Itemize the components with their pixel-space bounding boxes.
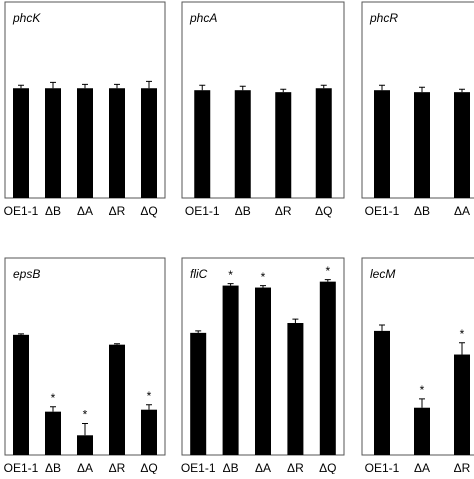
x-tick-label: OE1-1: [4, 461, 39, 474]
x-tick-label: OE1-1: [181, 461, 216, 474]
error-bar: [459, 342, 465, 355]
error-bar: [459, 88, 465, 93]
x-tick-label: ΔB: [414, 204, 430, 218]
x-tick-label: OE1-1: [185, 204, 220, 218]
x-tick-label: ΔA: [77, 461, 93, 474]
x-tick-label: OE1-1: [4, 204, 39, 218]
bar: [190, 332, 207, 455]
bar: [374, 90, 390, 198]
significance-mark: *: [420, 383, 425, 397]
error-bar: [114, 343, 120, 345]
x-tick-label: ΔQ: [140, 204, 157, 218]
panel-title: fliC: [190, 267, 208, 281]
x-tick-label: ΔA: [77, 204, 93, 218]
x-tick-label: ΔR: [275, 204, 292, 218]
bar: [275, 92, 292, 198]
error-bar: [199, 84, 206, 91]
bar: [13, 88, 29, 198]
x-tick-label: ΔA: [255, 461, 271, 474]
bar: [141, 88, 157, 198]
x-tick-label: ΔA: [454, 204, 470, 218]
bar: [141, 409, 157, 455]
error-bar: [50, 406, 56, 412]
bar: [454, 354, 470, 455]
panel-title: phcK: [12, 11, 41, 25]
significance-mark: *: [325, 264, 330, 278]
x-tick-label: ΔB: [45, 204, 61, 218]
x-tick-label: ΔR: [454, 461, 471, 474]
significance-mark: *: [228, 268, 233, 282]
error-bar: [379, 324, 385, 331]
error-bar: [18, 333, 24, 335]
bar: [13, 334, 29, 455]
error-bar: [239, 85, 246, 91]
bar: [414, 92, 430, 198]
x-tick-label: ΔR: [109, 461, 126, 474]
bar: [222, 285, 239, 455]
error-bar: [260, 285, 266, 288]
error-bar: [419, 398, 425, 408]
bar: [287, 323, 304, 455]
bar: [194, 90, 211, 198]
x-tick-label: ΔB: [45, 461, 61, 474]
panel-title: epsB: [13, 267, 40, 281]
x-tick-label: ΔB: [235, 204, 251, 218]
x-tick-label: ΔQ: [319, 461, 336, 474]
error-bar: [146, 80, 152, 89]
error-bar: [82, 422, 88, 436]
error-bar: [419, 86, 425, 93]
significance-mark: *: [51, 391, 56, 405]
error-bar: [146, 404, 152, 410]
significance-mark: *: [261, 270, 266, 284]
error-bar: [324, 279, 331, 282]
panel-frame: [181, 1, 345, 199]
bar: [109, 344, 125, 455]
bar: [45, 88, 61, 198]
error-bar: [292, 318, 299, 324]
panel-title: lecM: [370, 267, 395, 281]
bar: [374, 330, 390, 455]
bar: [234, 90, 251, 198]
error-bar: [114, 83, 120, 89]
bar: [109, 88, 125, 198]
error-bar: [18, 84, 24, 89]
x-tick-label: ΔQ: [140, 461, 157, 474]
error-bar: [82, 83, 88, 89]
x-tick-label: ΔQ: [315, 204, 332, 218]
significance-mark: *: [83, 408, 88, 422]
panel-title: phcA: [189, 11, 217, 25]
bar: [319, 281, 336, 455]
error-bar: [379, 84, 385, 91]
x-tick-label: OE1-1: [365, 204, 400, 218]
panel-title: phcR: [369, 11, 398, 25]
bar: [77, 88, 93, 198]
x-tick-label: ΔA: [414, 461, 430, 474]
bar: [414, 407, 430, 455]
x-tick-label: ΔR: [287, 461, 304, 474]
error-bar: [320, 84, 327, 89]
bar: [77, 435, 93, 455]
bar: [45, 411, 61, 455]
error-bar: [195, 330, 202, 333]
significance-mark: *: [460, 327, 465, 341]
error-bar: [50, 81, 56, 89]
x-tick-label: ΔB: [223, 461, 239, 474]
x-tick-label: ΔR: [109, 204, 126, 218]
error-bar: [227, 283, 234, 286]
bar: [255, 287, 271, 455]
x-tick-label: OE1-1: [365, 461, 400, 474]
bar: [315, 88, 332, 198]
significance-mark: *: [147, 389, 152, 403]
bar: [454, 92, 470, 198]
error-bar: [280, 88, 287, 93]
